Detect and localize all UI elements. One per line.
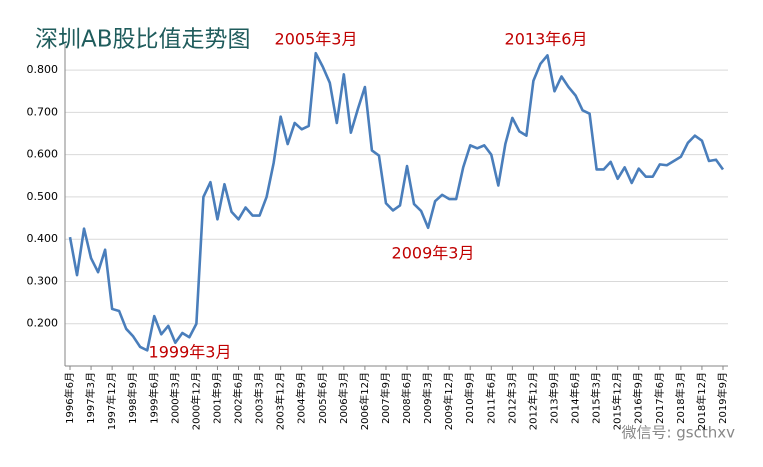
x-tick-label: 2002年6月 <box>232 372 245 424</box>
series-line <box>68 51 725 352</box>
x-tick-label: 2001年9月 <box>210 372 223 424</box>
x-tick-label: 2000年3月 <box>168 372 181 424</box>
x-tick-label: 2004年9月 <box>295 372 308 424</box>
x-tick-label: 2016年9月 <box>632 372 645 424</box>
x-tick-label: 2009年3月 <box>421 372 434 424</box>
x-tick-label: 2015年12月 <box>611 372 624 430</box>
x-tick-label: 1997年12月 <box>105 372 118 430</box>
x-tick-label: 2012年12月 <box>526 372 539 430</box>
x-tick-label: 2003年12月 <box>274 372 287 430</box>
x-tick-label: 2015年3月 <box>590 372 603 424</box>
annotation: 2005年3月 <box>275 30 358 49</box>
x-tick-label: 2019年9月 <box>716 372 729 424</box>
x-tick-label: 1998年9月 <box>126 372 139 424</box>
x-tick-label: 2000年12月 <box>189 372 202 430</box>
x-tick-label: 2012年3月 <box>505 372 518 424</box>
x-tick-label: 1996年6月 <box>63 372 76 424</box>
x-tick-label: 2013年9月 <box>547 372 560 424</box>
x-tick-label: 2018年12月 <box>695 372 708 430</box>
x-tick-label: 2008年6月 <box>400 372 413 424</box>
y-tick-label: 0.300 <box>27 274 59 287</box>
x-tick-label: 2011年6月 <box>484 372 497 424</box>
x-tick-label: 1997年3月 <box>84 372 97 424</box>
x-tick-label: 2017年6月 <box>653 372 666 424</box>
watermark: 微信号: gscthxv <box>621 424 735 442</box>
annotation: 2009年3月 <box>392 244 475 263</box>
y-tick-label: 0.700 <box>27 105 59 118</box>
annotation: 2013年6月 <box>505 30 588 49</box>
x-tick-label: 2007年9月 <box>379 372 392 424</box>
x-tick-label: 2010年9月 <box>463 372 476 424</box>
x-tick-label: 2006年3月 <box>337 372 350 424</box>
x-tick-label: 2006年12月 <box>358 372 371 430</box>
y-tick-label: 0.800 <box>27 63 59 76</box>
x-tick-label: 2014年6月 <box>569 372 582 424</box>
y-tick-label: 0.400 <box>27 232 59 245</box>
x-tick-label: 2003年3月 <box>253 372 266 424</box>
y-tick-label: 0.600 <box>27 148 59 161</box>
x-tick-label: 1999年6月 <box>147 372 160 424</box>
annotation: 1999年3月 <box>149 343 232 362</box>
y-tick-label: 0.200 <box>27 317 59 330</box>
chart-title: 深圳AB股比值走势图 <box>35 27 251 53</box>
x-tick-label: 2009年12月 <box>442 372 455 430</box>
y-tick-label: 0.500 <box>27 190 59 203</box>
x-tick-label: 2005年6月 <box>316 372 329 424</box>
x-tick-label: 2018年3月 <box>674 372 687 424</box>
